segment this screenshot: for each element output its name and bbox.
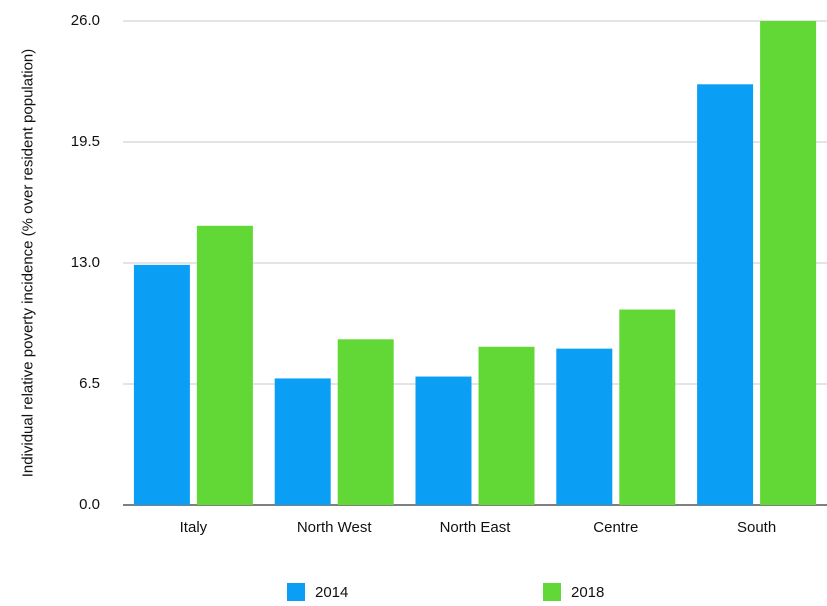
bar xyxy=(478,346,535,505)
bar xyxy=(196,225,253,505)
bar xyxy=(760,21,817,505)
bar xyxy=(133,264,190,505)
x-tick-label: South xyxy=(737,519,776,536)
y-axis-label: Individual relative poverty incidence (%… xyxy=(19,48,37,478)
y-tick-label: 0.0 xyxy=(79,496,100,513)
bar xyxy=(619,309,676,505)
x-tick-label: Centre xyxy=(593,519,638,536)
y-tick-label: 19.5 xyxy=(71,133,100,150)
bar xyxy=(697,84,754,506)
x-tick-label: North West xyxy=(297,519,373,536)
bar xyxy=(337,339,394,505)
legend-label: 2018 xyxy=(571,584,604,601)
y-tick-label: 6.5 xyxy=(79,375,100,392)
legend-swatch xyxy=(287,583,305,601)
y-tick-label: 13.0 xyxy=(71,254,100,271)
x-tick-label: Italy xyxy=(180,519,208,536)
bar xyxy=(274,378,331,505)
bar xyxy=(415,376,472,505)
y-tick-label: 26.0 xyxy=(71,12,100,29)
legend-swatch xyxy=(543,583,561,601)
legend-label: 2014 xyxy=(315,584,348,601)
x-tick-label: North East xyxy=(440,519,512,536)
bar xyxy=(556,348,613,505)
